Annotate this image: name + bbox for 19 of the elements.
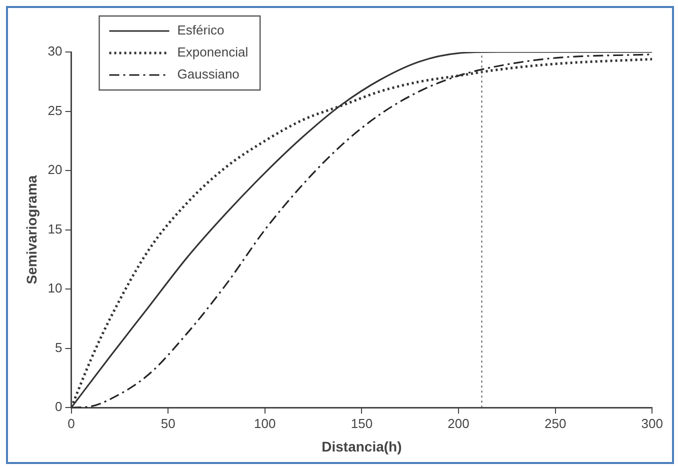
- y-axis-title: Semivariograma: [23, 175, 40, 284]
- x-tick-label: 150: [350, 416, 373, 431]
- x-axis-title: Distancia(h): [322, 438, 402, 454]
- x-tick-label: 250: [544, 416, 566, 431]
- y-tick-label: 5: [55, 340, 62, 355]
- x-tick-label: 0: [68, 416, 75, 431]
- y-tick-label: 25: [48, 102, 62, 118]
- x-tick-label: 300: [641, 416, 664, 431]
- legend-label: Esférico: [177, 22, 224, 38]
- y-tick-label: 10: [48, 280, 62, 296]
- x-tick-label: 100: [254, 416, 276, 431]
- x-tick-label: 200: [448, 416, 470, 431]
- y-tick-label: 30: [48, 44, 62, 59]
- y-tick-label: 0: [55, 399, 62, 414]
- y-tick-label: 15: [48, 221, 62, 236]
- x-tick-label: 50: [160, 416, 176, 431]
- legend-label: Gaussiano: [177, 66, 240, 82]
- y-tick-label: 20: [48, 162, 62, 178]
- legend-label: Exponencial: [177, 44, 248, 60]
